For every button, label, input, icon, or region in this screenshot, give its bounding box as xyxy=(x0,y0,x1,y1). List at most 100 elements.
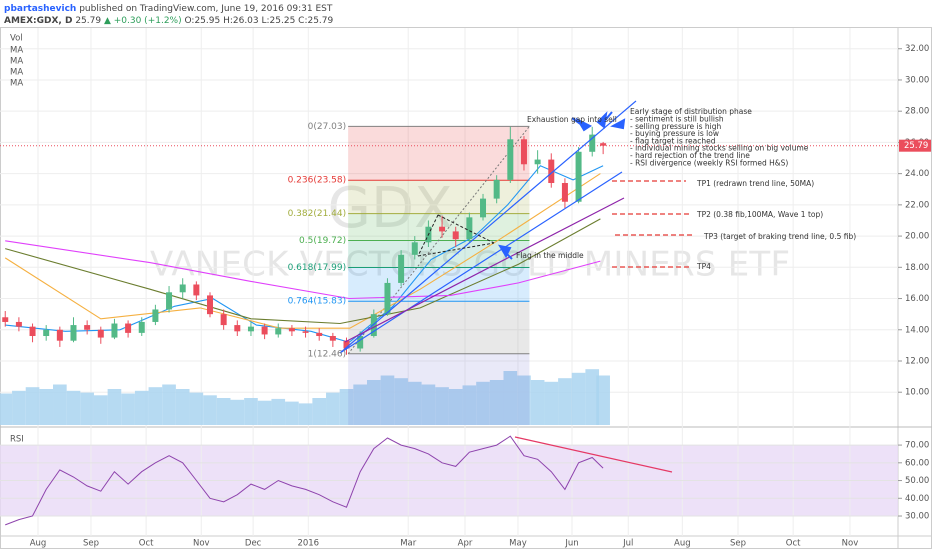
annotation: Exhaustion gap into sell xyxy=(527,115,617,124)
trend-line xyxy=(339,171,623,354)
candle-body xyxy=(97,329,104,338)
candle-body xyxy=(302,331,309,333)
candle-body xyxy=(43,329,50,337)
last: 25.79 xyxy=(75,16,101,26)
volume-bar xyxy=(107,389,122,425)
candle-body xyxy=(316,332,323,337)
x-tick-label: Nov xyxy=(842,539,859,549)
annotation: - individual mining stocks selling on bi… xyxy=(630,144,809,153)
candle-body xyxy=(261,326,268,335)
candle-body xyxy=(84,325,91,330)
annotation: - RSI divergence (weekly RSI formed H&S) xyxy=(630,158,788,167)
y-tick-label: 50.00 xyxy=(905,476,929,486)
y-tick-label: 16.00 xyxy=(905,294,929,304)
candle-body xyxy=(166,292,173,310)
candle-body xyxy=(193,284,200,296)
candle-body xyxy=(207,295,214,315)
volume-bar xyxy=(121,393,135,425)
fib-base xyxy=(348,353,530,425)
candle-body xyxy=(370,314,377,337)
y-tick-label: 30.00 xyxy=(905,75,929,85)
volume-bar xyxy=(0,393,13,425)
annotation: Flag in the middle xyxy=(516,251,584,260)
candle-body xyxy=(2,317,9,322)
x-tick-label: Aug xyxy=(30,539,47,549)
x-tick-label: 2016 xyxy=(297,539,319,549)
arrow xyxy=(610,118,626,130)
candle-body xyxy=(343,340,350,349)
y-tick-label: 22.00 xyxy=(905,200,929,210)
legend-item: MA xyxy=(10,57,23,67)
annotation: - buying pressure is low xyxy=(630,129,719,138)
volume-bar xyxy=(80,392,94,425)
legend-item: MA xyxy=(10,68,23,78)
volume-bar xyxy=(298,403,313,425)
x-tick-label: Jul xyxy=(622,539,633,549)
volume-bar xyxy=(285,401,299,425)
moving-average xyxy=(4,173,601,329)
volume-bar xyxy=(230,399,245,425)
fib-label: 0.618(17.99) xyxy=(288,263,347,273)
moving-average xyxy=(5,218,601,325)
watermark: GDX xyxy=(328,176,453,241)
volume-bar xyxy=(366,380,381,425)
volume-bar xyxy=(93,395,108,425)
candle-body xyxy=(600,143,607,146)
candle-body xyxy=(234,325,241,332)
volume-bar xyxy=(407,381,422,425)
volume-bar xyxy=(326,392,340,425)
candle-body xyxy=(275,328,282,335)
candle-body xyxy=(466,217,473,240)
volume-bar xyxy=(558,378,572,425)
volume-bar xyxy=(66,390,81,425)
target-label: TP1 (redrawn trend line, 50MA) xyxy=(696,179,814,188)
candle-body xyxy=(507,139,514,180)
volume-bar xyxy=(203,395,217,425)
volume-bar xyxy=(53,384,67,425)
candle-body xyxy=(288,328,295,332)
volume-bar xyxy=(12,390,26,425)
candle-body xyxy=(534,159,541,165)
divergence-line xyxy=(514,436,673,473)
volume-bar xyxy=(585,369,600,425)
arrow xyxy=(596,111,613,129)
candle-body xyxy=(384,282,391,315)
volume-bar xyxy=(476,381,490,425)
flag-line xyxy=(437,214,495,244)
candle-body xyxy=(247,326,254,332)
legend-item: Vol xyxy=(10,34,23,44)
volume-bar xyxy=(380,375,395,425)
annotation: - sentiment is still bullish xyxy=(630,115,724,124)
candle-body xyxy=(56,329,63,341)
candle-body xyxy=(589,134,596,152)
rsi-line xyxy=(5,435,604,526)
last-price-label: 25.79 xyxy=(904,141,928,151)
volume-bar xyxy=(462,385,477,425)
y-tick-label: 70.00 xyxy=(905,441,929,451)
volume-bar xyxy=(339,389,354,425)
arrow xyxy=(497,244,513,260)
y-tick-label: 14.00 xyxy=(905,325,929,335)
volume-bar xyxy=(189,392,204,425)
x-tick-label: May xyxy=(509,539,527,549)
candle-body xyxy=(111,323,118,338)
volume-bar xyxy=(353,384,367,425)
fib-label: 0(27.03) xyxy=(308,122,347,132)
volume-bar xyxy=(244,398,258,425)
candle-body xyxy=(29,326,36,337)
volume-bar xyxy=(271,398,286,425)
symbol: AMEX:GDX, D xyxy=(4,16,72,26)
volume-bar xyxy=(312,398,327,425)
symbol-line: AMEX:GDX, D 25.79 ▲ +0.30 (+1.2%) O:25.9… xyxy=(4,16,334,26)
rsi-title: RSI xyxy=(10,435,24,445)
volume-bar xyxy=(394,378,408,425)
y-tick-label: 12.00 xyxy=(905,356,929,366)
last-price-box xyxy=(899,139,931,152)
y-tick-label: 18.00 xyxy=(905,263,929,273)
candle-body xyxy=(439,226,446,232)
annotation: - hard rejection of the trend line xyxy=(630,151,750,160)
volume-bar xyxy=(257,400,272,425)
candle-body xyxy=(138,321,145,333)
candle-body xyxy=(15,321,22,327)
volume-bar xyxy=(571,372,586,425)
